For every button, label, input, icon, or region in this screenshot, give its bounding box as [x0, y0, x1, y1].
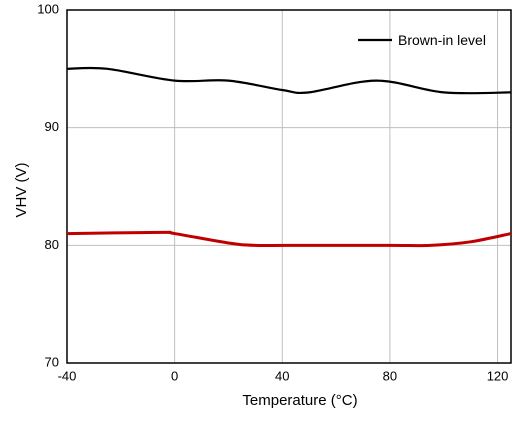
series-line	[66, 66, 512, 95]
series-line	[66, 230, 512, 248]
x-tick-label: 120	[487, 368, 509, 383]
x-tick-label: 0	[171, 368, 178, 383]
y-tick-label: 90	[45, 119, 59, 134]
x-tick-label: 40	[275, 368, 289, 383]
y-tick-label: 70	[45, 354, 59, 369]
x-tick-label: -40	[58, 368, 77, 383]
y-tick-label: 80	[45, 237, 59, 252]
plot-frame	[66, 9, 512, 364]
legend-label: Brown-in level	[398, 32, 486, 48]
y-tick-label: 100	[37, 1, 59, 16]
x-tick-label: 80	[383, 368, 397, 383]
x-axis-label: Temperature (°C)	[242, 392, 357, 409]
y-axis-label: VHV (V)	[13, 162, 30, 217]
legend: Brown-in level	[398, 30, 488, 50]
